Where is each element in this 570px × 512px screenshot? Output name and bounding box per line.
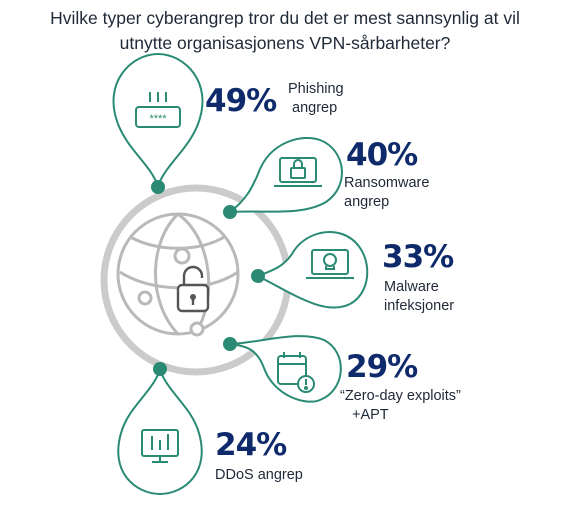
pin-ransomware <box>223 136 343 219</box>
pct-zero-day: 29% <box>346 349 418 385</box>
pct-malware: 33% <box>382 239 454 275</box>
label-zero-day-line1: “Zero-day exploits” <box>340 388 461 404</box>
locked-laptop-icon <box>274 157 322 187</box>
label-malware-line1: Malware <box>384 279 439 295</box>
label-phishing: Phishing angrep <box>288 80 344 118</box>
label-malware-line2: infeksjoner <box>384 298 455 314</box>
label-ransomware-line2: angrep <box>344 194 390 210</box>
pin-zero-day <box>223 335 342 403</box>
network-attack-icon <box>141 429 179 463</box>
label-ddos: DDoS angrep <box>215 466 303 485</box>
globe-unlock-icon <box>116 212 240 337</box>
pct-phishing: 49% <box>205 83 277 119</box>
label-zero-day: “Zero-day exploits” +APT <box>340 387 461 425</box>
title-line-1: Hvilke typer cyberangrep tror du det er … <box>50 8 520 28</box>
pct-ddos: 24% <box>215 427 287 463</box>
chart-title: Hvilke typer cyberangrep tror du det er … <box>0 6 570 56</box>
label-ransomware: Ransomware angrep <box>344 174 429 212</box>
skull-laptop-icon <box>306 249 354 279</box>
pin-malware <box>251 231 369 309</box>
label-zero-day-line2: +APT <box>352 407 389 423</box>
pin-phishing: **** <box>112 52 204 194</box>
pin-ddos <box>117 362 203 496</box>
pct-ransomware: 40% <box>346 137 418 173</box>
title-line-2: utnytte organisasjonens VPN-sårbarheter? <box>119 33 451 53</box>
label-malware: Malware infeksjoner <box>384 278 454 316</box>
label-phishing-line2: angrep <box>292 100 338 116</box>
svg-text:****: **** <box>149 113 167 125</box>
password-icon: **** <box>135 92 181 128</box>
calendar-alert-icon <box>277 352 315 393</box>
label-phishing-line1: Phishing <box>288 81 344 97</box>
label-ransomware-line1: Ransomware <box>344 175 430 191</box>
label-ddos-line1: DDoS angrep <box>215 467 303 483</box>
